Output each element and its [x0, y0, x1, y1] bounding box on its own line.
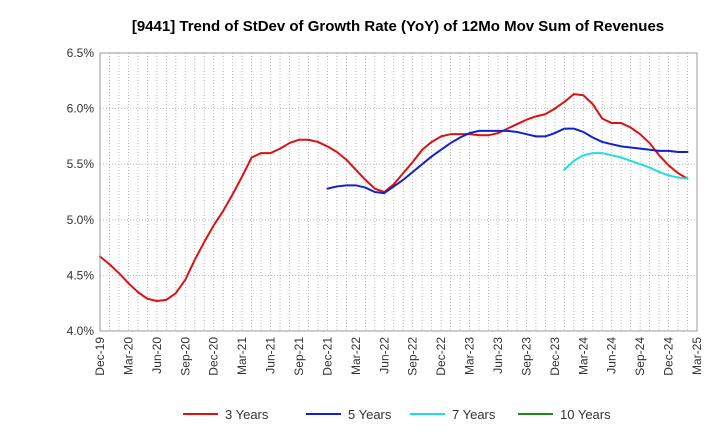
x-tick-label: Jun-21 — [264, 337, 278, 374]
x-tick-label: Mar-24 — [576, 337, 590, 375]
legend-label: 7 Years — [452, 407, 496, 422]
x-tick-label: Dec-23 — [548, 337, 562, 376]
series-line-7-years — [563, 152, 689, 180]
x-tick-label: Dec-19 — [93, 337, 107, 376]
x-tick-label: Jun-22 — [377, 337, 391, 374]
series-layer — [99, 93, 689, 302]
x-tick-label: Mar-20 — [121, 337, 135, 375]
x-tick-label: Mar-21 — [235, 337, 249, 375]
x-tick-label: Dec-22 — [434, 337, 448, 376]
x-tick-label: Dec-20 — [207, 337, 221, 376]
plot-frame — [99, 52, 698, 332]
plot-area — [100, 53, 697, 331]
x-tick-label: Dec-24 — [662, 337, 676, 376]
y-tick-label: 6.5% — [67, 46, 95, 60]
x-tick-label: Jun-24 — [605, 337, 619, 374]
series-line-3-years — [99, 93, 689, 302]
y-tick-label: 5.0% — [67, 213, 95, 227]
legend-label: 5 Years — [348, 407, 392, 422]
series-line-5-years — [326, 127, 689, 195]
x-tick-label: Jun-23 — [491, 337, 505, 374]
x-tick-label: Sep-23 — [519, 337, 533, 376]
x-tick-label: Mar-23 — [463, 337, 477, 375]
chart-title: [9441] Trend of StDev of Growth Rate (Yo… — [132, 18, 664, 35]
y-tick-label: 6.0% — [67, 102, 95, 116]
legend-label: 3 Years — [225, 407, 269, 422]
x-tick-label: Sep-21 — [292, 337, 306, 376]
legend-label: 10 Years — [560, 407, 611, 422]
x-tick-label: Sep-22 — [406, 337, 420, 376]
y-tick-label: 5.5% — [67, 157, 95, 171]
x-tick-label: Jun-20 — [150, 337, 164, 374]
y-axis: 4.0% 4.5% 5.0% 5.5% 6.0% 6.5% — [67, 46, 95, 338]
x-tick-label: Mar-25 — [690, 337, 704, 375]
y-tick-label: 4.5% — [67, 268, 95, 282]
x-tick-label: Dec-21 — [320, 337, 334, 376]
legend: 3 Years 5 Years 7 Years 10 Years — [183, 407, 611, 422]
y-tick-label: 4.0% — [67, 324, 95, 338]
x-tick-label: Sep-20 — [178, 337, 192, 376]
grid — [100, 52, 697, 332]
x-tick-label: Mar-22 — [349, 337, 363, 375]
x-tick-label: Sep-24 — [633, 337, 647, 376]
x-axis: Dec-19 Mar-20 Jun-20 Sep-20 Dec-20 Mar-21 Jun-… — [93, 337, 704, 376]
